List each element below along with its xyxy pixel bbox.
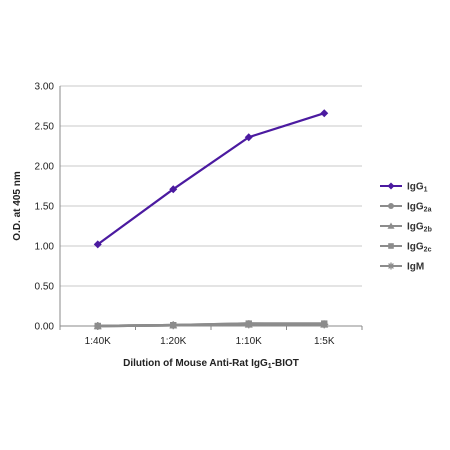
legend-label: IgG2b	[407, 222, 432, 234]
data-point	[169, 185, 178, 194]
x-axis-title: Dilution of Mouse Anti-Rat IgG1-BIOT	[123, 358, 299, 370]
legend-marker	[387, 262, 395, 270]
x-tick-label: 1:40K	[85, 336, 111, 347]
y-tick-label: 2.50	[35, 122, 55, 133]
data-point	[245, 320, 253, 327]
legend-label: IgG1	[407, 182, 428, 194]
y-axis-title: O.D. at 405 nm	[12, 171, 23, 241]
series-line	[97, 322, 325, 328]
legend-item-igm: IgM	[380, 262, 424, 273]
legend: IgG1 IgG2a IgG2b IgG2c IgM	[380, 182, 432, 273]
y-tick-label: 3.00	[35, 82, 55, 93]
data-point	[94, 322, 102, 330]
legend-label: IgM	[407, 262, 424, 273]
x-tick-label: 1:10K	[236, 336, 262, 347]
legend-marker	[387, 182, 395, 190]
legend-marker	[388, 243, 394, 249]
legend-item-igg2b: IgG2b	[380, 222, 432, 234]
y-tick-label: 0.00	[35, 322, 55, 333]
data-point	[244, 133, 253, 142]
y-tick-label: 1.00	[35, 242, 55, 253]
series-line	[97, 112, 325, 246]
data-point	[320, 109, 329, 118]
x-tick-label: 1:5K	[314, 336, 335, 347]
axes	[59, 86, 363, 330]
gridlines	[60, 85, 362, 287]
x-axis-title-sub: 1	[268, 363, 272, 370]
y-tick-label: 0.50	[35, 282, 55, 293]
data-point	[93, 240, 102, 249]
legend-item-igg1: IgG1	[380, 182, 428, 194]
y-tick-label: 1.50	[35, 202, 55, 213]
legend-label: IgG2a	[407, 202, 432, 214]
y-tick-labels: 0.00 0.50 1.00 1.50 2.00 2.50 3.00	[35, 82, 55, 333]
y-tick-label: 2.00	[35, 162, 55, 173]
data-point	[320, 321, 328, 328]
legend-item-igg2c: IgG2c	[380, 242, 432, 254]
series-lines	[93, 109, 329, 330]
data-point	[169, 321, 177, 329]
legend-label: IgG2c	[407, 242, 432, 254]
x-tick-labels: 1:40K 1:20K 1:10K 1:5K	[85, 336, 335, 347]
legend-marker	[388, 203, 394, 209]
x-axis-title-main: Dilution of Mouse Anti-Rat IgG	[123, 358, 268, 369]
legend-item-igg2a: IgG2a	[380, 202, 432, 214]
x-tick-label: 1:20K	[160, 336, 186, 347]
series-igg1	[93, 109, 329, 249]
legend-marker	[387, 222, 395, 229]
x-axis-title-tail: -BIOT	[272, 358, 299, 369]
series-igg2a	[94, 320, 328, 330]
